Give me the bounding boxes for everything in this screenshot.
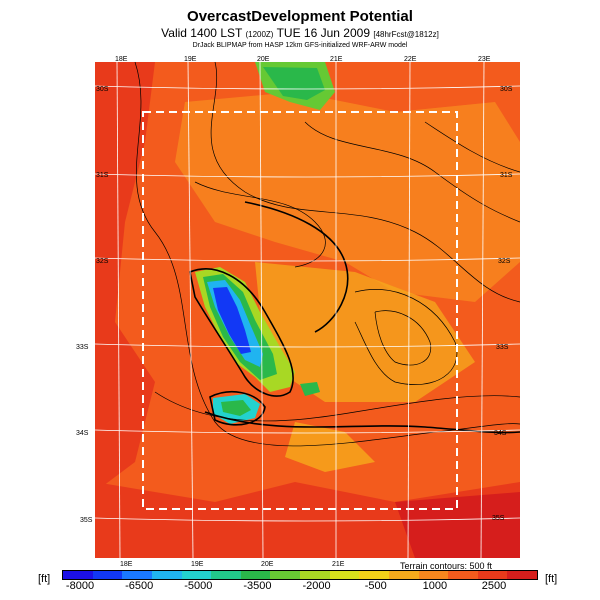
colorbar-tick-label: 2500 [481,580,507,592]
colorbar-tick-label: -2000 [302,580,331,592]
lat-label-left: 35S [80,517,93,524]
lon-label-bottom: 19E [191,561,204,568]
field-patch-north-green-core [263,67,325,100]
field-south-green [221,400,251,416]
valid-time-line: Valid 1400 LST (1200Z) TUE 16 Jun 2009 [… [0,26,600,40]
valid-prefix: Valid 1400 LST [161,26,243,40]
terrain-contours-bold [189,201,520,434]
colorbar-swatch [240,571,271,579]
contour-line [374,310,432,366]
map-svg [95,62,520,558]
colorbar-swatch [418,571,449,579]
lon-label-bottom: 20E [261,561,274,568]
colorbar-swatch [211,571,241,579]
colorbar-tick-label: -3500 [243,580,272,592]
grid-parallel [95,343,520,348]
lon-label-bottom: 21E [332,561,345,568]
forecast-map [95,62,520,558]
grid-meridian [480,62,485,558]
contour-ridge-bold [189,268,294,397]
colorbar-swatch [477,571,508,579]
colorbar-tick-label: -8000 [65,580,95,592]
grid-parallel [95,517,520,522]
grid-parallel [95,173,520,178]
grid-parallel [95,429,520,434]
lat-label-left: 34S [76,430,89,437]
lon-label-top: 21E [330,56,343,63]
grid-parallel [95,257,520,262]
lat-label-right: 33S [496,344,509,351]
grid-meridian [259,62,264,558]
contour-line [210,62,520,303]
colorbar-tick-label: -6500 [125,580,154,592]
colorbar-swatch [122,571,152,579]
field-patch-center-orange [255,262,475,402]
field-patch-lowland [285,422,375,472]
colorbar-swatch [92,571,123,579]
contour-inland-bold [244,201,349,333]
field-patch-north-orange [175,92,520,302]
colorbar-swatch [359,571,389,579]
grid-meridian [116,62,121,558]
lon-label-bottom: 18E [120,561,133,568]
terrain-contour-note: Terrain contours: 500 ft [400,561,493,571]
contour-line [424,121,520,173]
colorbar-swatch [507,571,537,579]
colorbar-swatch [181,571,212,579]
valid-utc: (1200Z) [245,30,274,39]
lon-label-top: 20E [257,56,270,63]
colorbar-tick-label: -5000 [184,580,213,592]
lon-label-top: 19E [184,56,197,63]
contour-south-bold [209,391,266,426]
colorbar-unit-left: [ft] [38,573,51,585]
grid-parallel [95,85,520,90]
colorbar-swatch [270,571,300,579]
contour-line [194,181,326,268]
colorbar-swatch [329,571,360,579]
inner-domain-box [142,111,458,510]
lon-label-top: 23E [478,56,491,63]
lat-label-right: 30S [500,86,513,93]
colorbar-unit-right: [ft] [545,573,558,585]
lat-label-left: 33S [76,344,89,351]
colorbar-swatch [448,571,478,579]
lat-label-right: 32S [498,258,511,265]
contour-line [354,289,458,385]
contour-line [154,391,520,422]
colorbar-swatch [388,571,419,579]
contour-line [304,121,520,223]
contour-coast-bold [204,411,520,434]
field-ridge-blue [213,287,251,354]
lat-label-left: 30S [96,86,109,93]
grid-meridian [407,62,411,558]
colorbar-tick-label: 1000 [422,580,448,592]
model-credit: DrJack BLIPMAP from HASP 12km GFS-initia… [192,42,408,49]
forecast-tag: [48hrFcst@1812z] [373,30,439,39]
lon-label-top: 22E [404,56,417,63]
lat-label-right: 31S [500,172,513,179]
colorbar-swatch [63,571,93,579]
lat-label-left: 31S [96,172,109,179]
colorbar-tick-label: -500 [364,580,387,592]
graticule [95,62,520,558]
field-patch-west [95,62,155,492]
colorbar [62,570,538,580]
colorbar-swatch [151,571,182,579]
grid-meridian [187,62,194,558]
colorbar-swatch [300,571,330,579]
lat-label-right: 35S [492,515,505,522]
lat-label-left: 32S [96,258,109,265]
valid-date: TUE 16 Jun 2009 [276,26,370,40]
lon-label-top: 18E [115,56,128,63]
map-title: OvercastDevelopment Potential [187,8,413,25]
field-small-green [300,382,320,396]
lat-label-right: 34S [494,430,507,437]
